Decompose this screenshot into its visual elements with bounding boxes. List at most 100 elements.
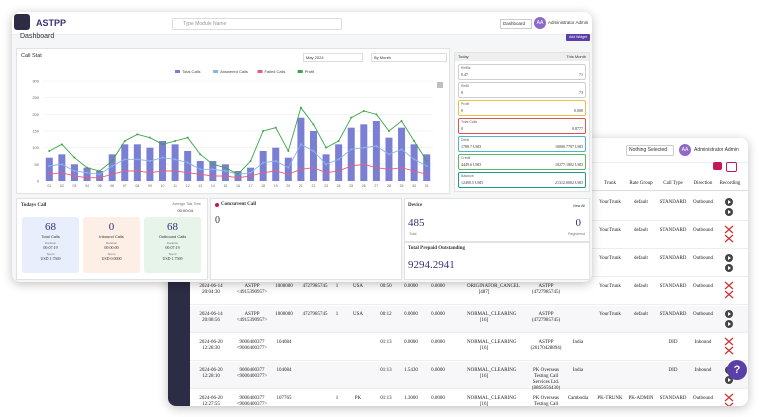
dashboard-select[interactable]: Dashboard bbox=[500, 19, 532, 29]
cell-date: 2024-06-20 12:28:10 bbox=[199, 368, 223, 379]
outstanding-panel: Total Prepaid Outstanding 9294.2941 bbox=[404, 242, 590, 280]
avatar: AA bbox=[534, 17, 546, 29]
y-tick-label: 50 bbox=[35, 162, 40, 167]
period-select[interactable]: By Month bbox=[371, 53, 447, 62]
stat-card: Refills 0.47 71 bbox=[458, 64, 586, 80]
cell-cost: 0.0000 bbox=[431, 312, 445, 317]
point bbox=[48, 150, 51, 152]
cell-rate-group: default bbox=[634, 312, 648, 317]
point bbox=[136, 158, 139, 161]
point bbox=[249, 160, 252, 162]
stat-label: Credit bbox=[461, 156, 471, 160]
cell-direction: Outbound bbox=[693, 256, 713, 261]
x-tick-label: 30 bbox=[412, 184, 416, 188]
bar bbox=[209, 161, 217, 181]
cell-rate-group: default bbox=[634, 256, 648, 261]
point bbox=[136, 170, 139, 172]
point bbox=[98, 173, 101, 176]
cell-caller-id: ASTPP <4915390957> bbox=[236, 284, 268, 295]
row-shade bbox=[190, 306, 748, 333]
avg-value: 00:00:04 bbox=[177, 208, 193, 213]
x-tick-label: 05 bbox=[98, 184, 102, 188]
point bbox=[425, 165, 428, 167]
point bbox=[375, 166, 378, 169]
x-tick-label: 02 bbox=[60, 184, 64, 188]
delete-icon[interactable] bbox=[724, 337, 734, 355]
point bbox=[413, 170, 416, 172]
recording-icon[interactable] bbox=[724, 309, 734, 329]
stat-card: Debit 1788.7 USD 10000.7797 USD bbox=[458, 136, 586, 152]
x-tick-label: 09 bbox=[148, 184, 152, 188]
bar bbox=[423, 154, 431, 181]
spent-label: Spent bbox=[168, 252, 177, 256]
delete-icon[interactable] bbox=[724, 393, 734, 406]
point bbox=[123, 170, 126, 172]
legend-label: Total Calls bbox=[182, 69, 200, 74]
icon-button[interactable] bbox=[726, 162, 737, 172]
point bbox=[299, 168, 302, 171]
cell-account: ASTPP (26170428894) bbox=[530, 340, 562, 351]
duration: 00:00:00 bbox=[104, 245, 119, 250]
search-box[interactable]: Type Module Name bbox=[172, 18, 342, 30]
cell-call-type: STANDARD bbox=[659, 256, 687, 261]
x-tick-label: 18 bbox=[261, 184, 265, 188]
panel-title: Concurrent Call bbox=[221, 202, 257, 207]
cell-account: ASTPP (4727985745) bbox=[531, 312, 561, 323]
help-button[interactable]: ? bbox=[727, 360, 747, 380]
bar bbox=[146, 147, 154, 181]
view-all[interactable]: View All bbox=[572, 204, 585, 208]
point bbox=[400, 148, 403, 151]
concurrent-value: 0 bbox=[215, 215, 220, 226]
point bbox=[111, 173, 114, 176]
stat-month: 0.8777 bbox=[572, 126, 583, 131]
y-tick-label: 300 bbox=[32, 79, 39, 84]
cell-trunk: YourTrunk bbox=[599, 256, 621, 261]
legend-label: Profit bbox=[305, 69, 315, 74]
dot bbox=[215, 203, 219, 207]
x-tick-label: 17 bbox=[249, 184, 253, 188]
menu-icon bbox=[437, 82, 443, 88]
month-select[interactable]: May 2024 bbox=[303, 53, 363, 62]
cell-trunk: YourTrunk bbox=[599, 228, 621, 233]
point bbox=[287, 166, 290, 169]
bar bbox=[133, 144, 141, 181]
stats-header bbox=[455, 53, 589, 61]
point bbox=[413, 140, 416, 142]
recording-icon[interactable] bbox=[724, 253, 734, 273]
cell-call-type: DID bbox=[668, 368, 678, 373]
cell-disposition: NORMAL_CLEARING [16] bbox=[467, 396, 517, 406]
delete-icon[interactable] bbox=[724, 281, 734, 299]
cell-cost: 0.0000 bbox=[431, 368, 445, 373]
bar bbox=[234, 171, 242, 181]
point bbox=[337, 140, 340, 142]
point bbox=[186, 171, 189, 174]
filter-select[interactable]: Nothing Selected bbox=[626, 145, 674, 156]
add-widget-button[interactable]: Add Widget bbox=[566, 34, 590, 41]
cell-location: India bbox=[572, 340, 584, 345]
column-header: Rate Group bbox=[629, 181, 653, 186]
page-title: Dashboard bbox=[20, 33, 55, 40]
menu-button[interactable] bbox=[14, 14, 30, 30]
row-separator bbox=[190, 332, 748, 333]
y-tick-label: 200 bbox=[32, 112, 39, 117]
stat-card: Balance 12490.5 USD 21312.0002 USD bbox=[458, 172, 586, 188]
point bbox=[86, 166, 89, 169]
point bbox=[237, 176, 239, 179]
delete-icon[interactable] bbox=[724, 225, 734, 243]
point bbox=[174, 158, 177, 161]
stat-month: 10277.1802 USD bbox=[554, 162, 583, 167]
stat-month: 73 bbox=[579, 90, 583, 95]
cell-rate-group: default bbox=[634, 200, 648, 205]
cell-direction: Inbound bbox=[694, 368, 712, 373]
header-today: Today bbox=[458, 54, 469, 59]
stat-today: 0 bbox=[461, 90, 463, 95]
icon-button[interactable] bbox=[713, 162, 722, 170]
point bbox=[312, 150, 315, 152]
point bbox=[211, 168, 214, 171]
cell-code: 104084 bbox=[276, 340, 292, 345]
point bbox=[249, 175, 252, 177]
cell-direction: Outbound bbox=[693, 228, 713, 233]
point bbox=[325, 163, 328, 166]
recording-icon[interactable] bbox=[724, 197, 734, 217]
point bbox=[123, 158, 126, 161]
